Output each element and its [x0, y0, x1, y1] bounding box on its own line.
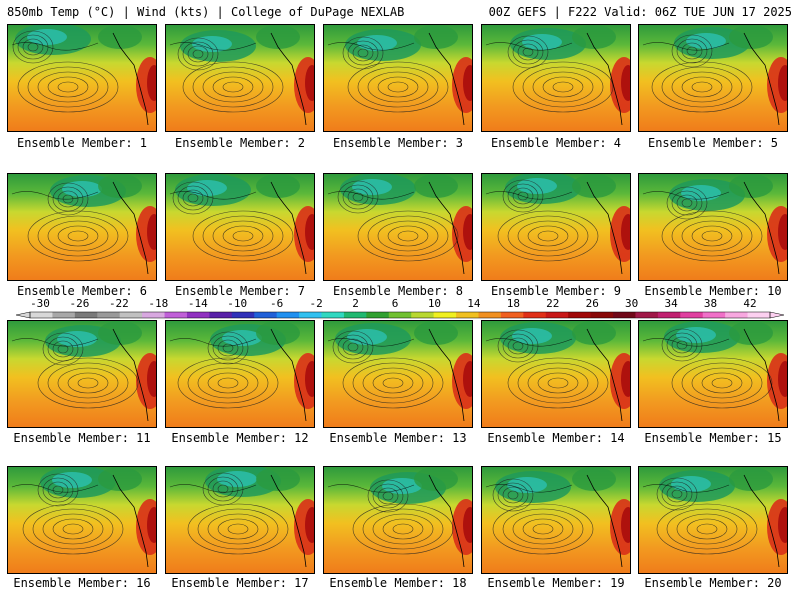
colorbar-swatch	[747, 312, 771, 318]
colorbar-swatch	[590, 312, 614, 318]
colorbar-swatch	[299, 312, 322, 318]
colorbar-swatch	[702, 312, 726, 318]
colorbar-outline	[29, 311, 771, 319]
colorbar-swatch	[388, 312, 412, 318]
ensemble-member-label: Ensemble Member: 14	[487, 431, 625, 445]
colorbar-tick-label: 6	[392, 297, 399, 310]
ensemble-member-map	[638, 24, 788, 132]
ensemble-member-label: Ensemble Member: 20	[644, 576, 782, 590]
ensemble-member-label: Ensemble Member: 3	[332, 136, 464, 150]
colorbar-tick-label: -26	[70, 297, 90, 310]
colorbar-tick-label: -30	[30, 297, 50, 310]
colorbar-swatch	[74, 312, 98, 318]
ensemble-member-map	[638, 466, 788, 574]
ensemble-member-map	[481, 173, 631, 281]
colorbar-swatch	[164, 312, 188, 318]
ensemble-member-map	[7, 173, 157, 281]
colorbar-tick-label: -18	[148, 297, 168, 310]
colorbar-tick-label: 10	[428, 297, 441, 310]
colorbar-swatch	[456, 312, 479, 318]
ensemble-member-label: Ensemble Member: 9	[490, 284, 622, 298]
ensemble-member-map	[7, 24, 157, 132]
colorbar-swatch	[725, 312, 748, 318]
ensemble-member-label: Ensemble Member: 4	[490, 136, 622, 150]
ensemble-member-map	[7, 320, 157, 428]
ensemble-member-map	[7, 466, 157, 574]
colorbar-swatch	[411, 312, 435, 318]
colorbar-swatch	[186, 312, 210, 318]
colorbar-swatch	[276, 312, 300, 318]
colorbar-swatch	[500, 312, 524, 318]
colorbar-tick-label: 22	[546, 297, 559, 310]
ensemble-member-map	[481, 24, 631, 132]
ensemble-member-label: Ensemble Member: 13	[329, 431, 467, 445]
ensemble-member-label: Ensemble Member: 12	[171, 431, 309, 445]
ensemble-member-map	[638, 320, 788, 428]
colorbar-swatch	[209, 312, 233, 318]
ensemble-member-label: Ensemble Member: 17	[171, 576, 309, 590]
colorbar-tick-label: 30	[625, 297, 638, 310]
colorbar-swatch	[523, 312, 547, 318]
colorbar-swatch	[635, 312, 659, 318]
ensemble-member-map	[165, 173, 315, 281]
ensemble-member-label: Ensemble Member: 11	[13, 431, 151, 445]
colorbar-swatch	[613, 312, 636, 318]
colorbar-tick-label: 38	[704, 297, 717, 310]
colorbar-swatch	[657, 312, 681, 318]
colorbar-tick-label: 14	[467, 297, 481, 310]
colorbar-tick-label: -10	[227, 297, 247, 310]
ensemble-member-map	[165, 320, 315, 428]
ensemble-member-label: Ensemble Member: 2	[174, 136, 306, 150]
colorbar-swatch	[478, 312, 502, 318]
colorbar-swatch	[433, 312, 457, 318]
header-valid-time: 00Z GEFS | F222 Valid: 06Z TUE JUN 17 20…	[488, 5, 792, 19]
colorbar-tick-label: -22	[109, 297, 129, 310]
colorbar-swatch	[680, 312, 704, 318]
ensemble-member-map	[323, 173, 473, 281]
colorbar-swatch	[254, 312, 278, 318]
header-title: 850mb Temp (°C) | Wind (kts) | College o…	[7, 5, 405, 19]
temperature-colorbar: -30 -26 -22 -18 -14 -10 -6 -2 2 6 10 14 18 22 26 30 34 38…	[15, 297, 785, 319]
colorbar-swatch	[52, 312, 76, 318]
colorbar-tick-label: 2	[352, 297, 359, 310]
ensemble-member-map	[165, 24, 315, 132]
ensemble-member-map	[481, 320, 631, 428]
colorbar-tick-label: 18	[507, 297, 520, 310]
ensemble-member-map	[638, 173, 788, 281]
colorbar-swatch	[97, 312, 121, 318]
colorbar-swatch	[231, 312, 255, 318]
colorbar-tick-label: -14	[188, 297, 208, 310]
colorbar-swatch	[321, 312, 345, 318]
ensemble-member-map	[323, 466, 473, 574]
colorbar-swatch	[142, 312, 165, 318]
ensemble-member-label: Ensemble Member: 7	[174, 284, 306, 298]
ensemble-member-map	[481, 466, 631, 574]
ensemble-member-label: Ensemble Member: 6	[16, 284, 148, 298]
ensemble-member-label: Ensemble Member: 10	[644, 284, 782, 298]
colorbar-swatch	[568, 312, 592, 318]
ensemble-member-label: Ensemble Member: 5	[647, 136, 779, 150]
ensemble-member-label: Ensemble Member: 8	[332, 284, 464, 298]
ensemble-member-map	[165, 466, 315, 574]
colorbar-swatch	[366, 312, 390, 318]
colorbar-min-arrow	[15, 311, 31, 319]
colorbar-tick-label: -2	[309, 297, 322, 310]
colorbar-swatch	[343, 312, 367, 318]
colorbar-tick-label: 34	[664, 297, 678, 310]
ensemble-member-label: Ensemble Member: 15	[644, 431, 782, 445]
ensemble-member-map	[323, 24, 473, 132]
ensemble-member-map	[323, 320, 473, 428]
ensemble-member-label: Ensemble Member: 18	[329, 576, 467, 590]
colorbar-swatch	[545, 312, 569, 318]
colorbar-swatch	[30, 312, 53, 318]
colorbar-tick-label: 26	[586, 297, 599, 310]
ensemble-member-label: Ensemble Member: 1	[16, 136, 148, 150]
colorbar-swatch	[119, 312, 143, 318]
ensemble-member-label: Ensemble Member: 19	[487, 576, 625, 590]
colorbar-tick-label: 42	[743, 297, 756, 310]
ensemble-member-label: Ensemble Member: 16	[13, 576, 151, 590]
colorbar-max-arrow	[769, 311, 785, 319]
colorbar-tick-label: -6	[270, 297, 283, 310]
